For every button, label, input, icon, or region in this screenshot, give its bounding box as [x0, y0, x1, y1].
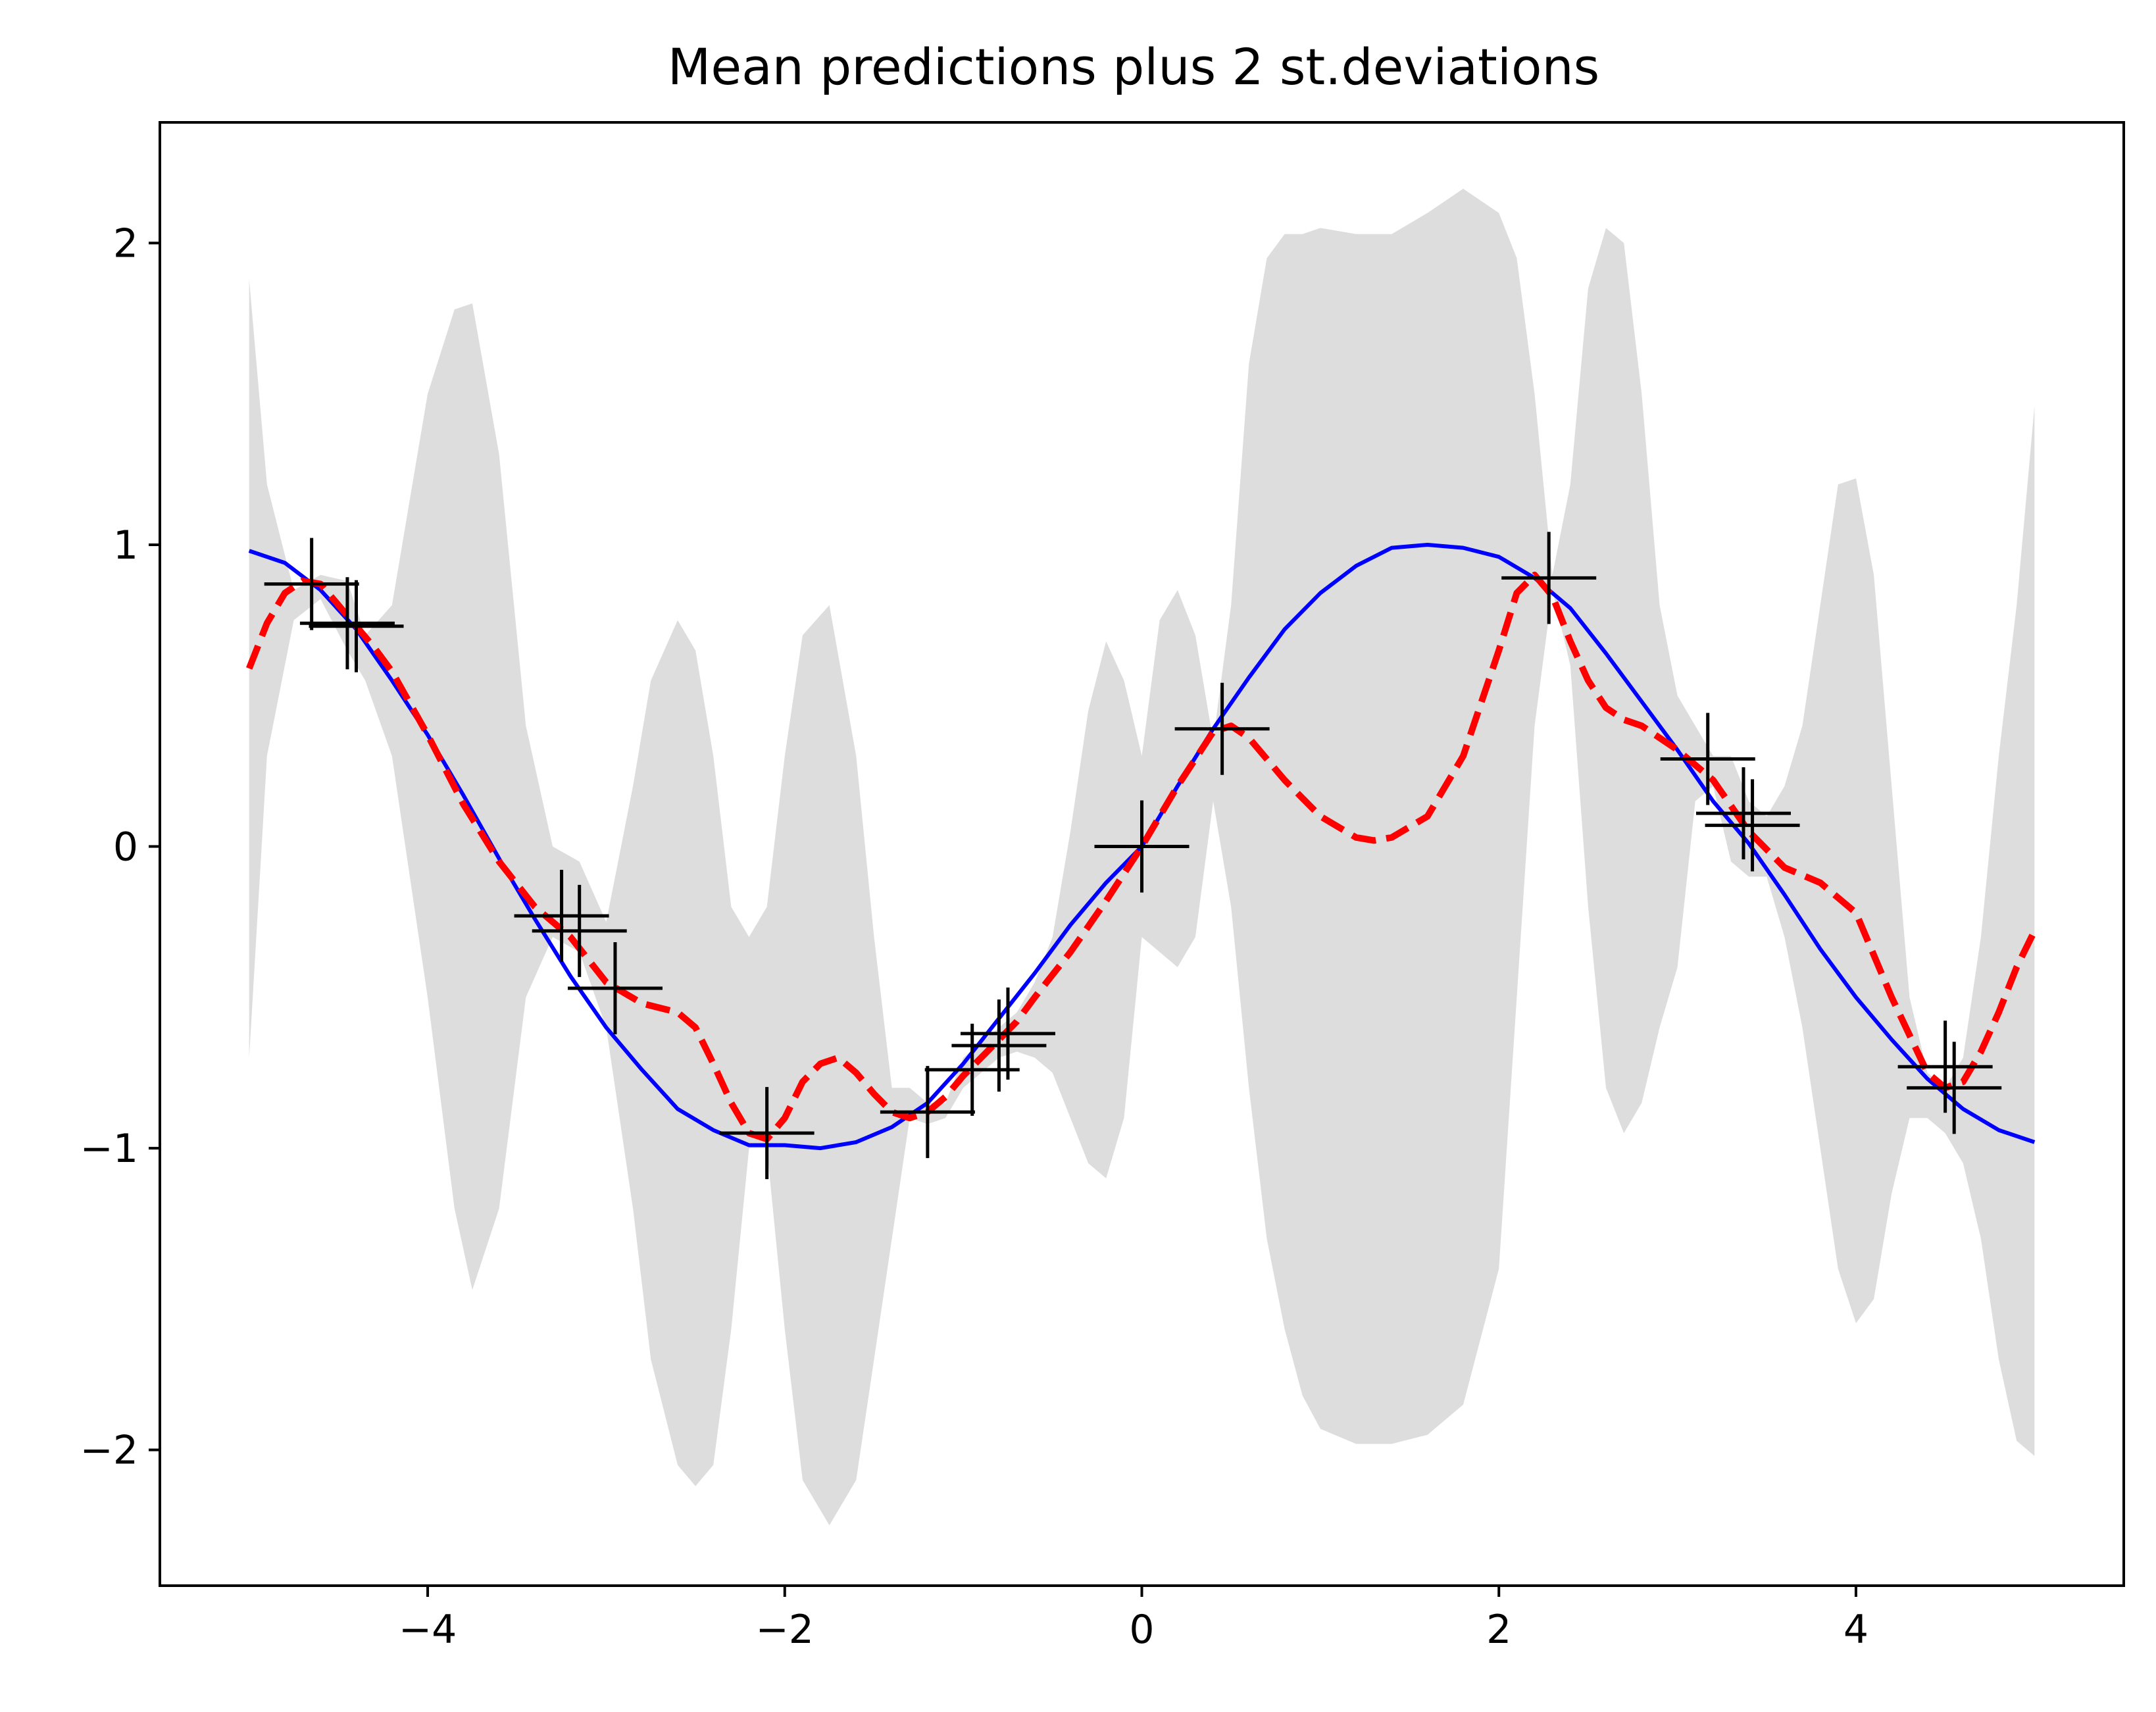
y-tick-label: 2: [113, 220, 138, 266]
observation-point: [1094, 800, 1190, 893]
mean-prediction-line: [246, 571, 2038, 1143]
observation-point: [880, 1066, 975, 1159]
observation-point: [532, 884, 627, 977]
plot-content: [246, 188, 2038, 1526]
observation-point: [514, 870, 609, 963]
observation-point: [1695, 767, 1791, 860]
x-tick-label: 4: [1843, 1607, 1868, 1653]
observation-point: [924, 1023, 1020, 1116]
observation-point: [960, 987, 1055, 1080]
axes: −4 −2 0 2 4 −2 −1 0 1 2: [80, 121, 2125, 1653]
x-tick-label: −4: [399, 1607, 457, 1653]
plot-area: [246, 188, 2038, 1526]
chart-title: Mean predictions plus 2 st.deviations: [668, 38, 1599, 96]
observation-point: [1660, 713, 1755, 805]
x-tick-label: 2: [1486, 1607, 1511, 1653]
y-tick-label: −1: [80, 1126, 138, 1172]
observation-point: [1897, 1020, 1993, 1113]
x-tick-label: 0: [1129, 1607, 1154, 1653]
observation-point: [1174, 682, 1270, 775]
observation-point: [1501, 532, 1597, 624]
y-tick-label: −2: [80, 1428, 138, 1474]
observation-point: [1907, 1042, 2002, 1134]
observation-point: [1705, 779, 1800, 872]
x-tick-label: −2: [756, 1607, 814, 1653]
observation-point: [299, 577, 395, 670]
y-tick-label: 1: [113, 522, 138, 568]
observation-point: [309, 580, 404, 672]
y-tick-label: 0: [113, 824, 138, 870]
observation-point: [951, 999, 1047, 1092]
observation-point: [264, 538, 359, 630]
observation-point: [719, 1087, 815, 1180]
observation-point: [567, 942, 663, 1035]
